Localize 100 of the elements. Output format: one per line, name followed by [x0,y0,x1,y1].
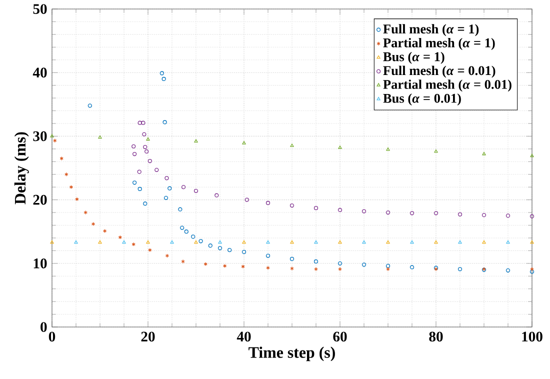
point [338,146,342,149]
point [266,200,270,206]
point [434,149,438,153]
point [154,168,159,172]
point [434,240,438,244]
point [164,176,169,180]
legend-label: Bus (α = 0.01) [383,93,461,106]
point [148,248,152,252]
point [91,222,96,226]
point [88,104,92,108]
point [458,267,462,272]
point [214,193,219,198]
point [338,240,342,244]
point [141,120,146,125]
point [482,240,486,244]
point [84,210,88,215]
point [198,239,203,244]
point [338,267,342,272]
point [53,138,57,143]
legend-label: Partial mesh (α = 1) [383,38,495,50]
point [241,264,245,269]
point [290,144,294,147]
point [530,270,534,274]
point [482,213,486,218]
point [530,154,534,158]
point [362,262,366,267]
point [410,211,414,216]
point [184,230,188,234]
point [204,262,208,266]
point [143,144,148,150]
point [132,144,136,148]
point [194,139,198,142]
point [170,240,174,244]
point [218,246,222,250]
point [132,180,137,185]
point [102,228,107,234]
legend-label: Bus (α = 1) [383,52,444,64]
point [180,226,184,230]
point [168,186,172,190]
point [208,244,212,248]
point [132,152,137,156]
point [290,256,294,262]
point [75,197,79,202]
x-tick-label: 40 [236,332,251,342]
point [64,172,68,176]
point [314,267,318,272]
point [137,170,142,174]
point [143,202,148,206]
x-tick-label: 60 [333,332,347,342]
point [314,206,318,210]
legend-label: Full mesh (α = 0.01) [383,66,496,78]
point [162,76,166,82]
point [138,120,142,125]
point [410,265,414,270]
point [386,264,390,268]
point [242,141,246,144]
point [386,267,390,272]
point [162,120,167,124]
point [242,240,246,244]
y-tick-label: 0 [40,322,47,332]
point [410,240,414,244]
point [50,134,54,138]
point [362,240,366,244]
point [60,156,64,161]
point [458,240,462,244]
point [290,240,294,244]
point [194,240,198,244]
x-tick-label: 20 [141,332,155,342]
point [506,268,510,272]
point [530,214,534,218]
x-tick-label: 0 [48,332,56,342]
x-tick-label: 100 [522,332,542,342]
legend-label: Full mesh (α = 1) [383,24,479,36]
point [242,250,246,254]
point [530,267,534,272]
point [290,266,294,271]
point [314,240,318,244]
point [69,185,74,190]
y-tick-label: 50 [33,4,47,14]
point [181,259,185,264]
point [266,240,270,244]
point [98,240,102,244]
legend-label: Partial mesh (α = 0.01) [383,80,512,92]
point [194,188,198,193]
point [218,240,222,244]
point [530,240,534,244]
point [146,240,150,244]
y-tick-label: 40 [32,68,47,78]
point [142,132,146,136]
point [338,261,342,266]
y-tick-label: 30 [33,131,47,142]
point [386,148,390,151]
point [118,235,122,240]
point [165,254,170,258]
point [338,208,342,212]
point [290,203,294,208]
point [362,209,366,214]
point [222,264,227,268]
point [191,234,196,239]
point [50,240,54,244]
